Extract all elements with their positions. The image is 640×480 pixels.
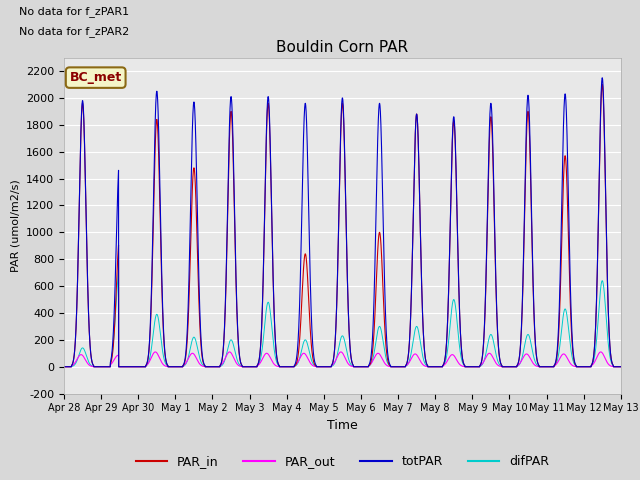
Text: No data for f_zPAR2: No data for f_zPAR2 xyxy=(19,26,130,37)
PAR_out xyxy=(322,364,330,370)
totPAR xyxy=(617,364,625,370)
Title: Bouldin Corn PAR: Bouldin Corn PAR xyxy=(276,40,408,55)
PAR_out xyxy=(616,364,624,370)
totPAR xyxy=(598,75,606,81)
PAR_in xyxy=(616,364,624,370)
PAR_in xyxy=(617,364,625,370)
PAR_in xyxy=(598,82,606,87)
PAR_out xyxy=(337,349,345,355)
totPAR xyxy=(616,364,624,370)
difPAR xyxy=(616,364,624,370)
totPAR xyxy=(60,364,68,370)
totPAR xyxy=(467,364,475,370)
PAR_in xyxy=(467,364,475,370)
Text: No data for f_zPAR1: No data for f_zPAR1 xyxy=(19,6,129,17)
Text: BC_met: BC_met xyxy=(70,71,122,84)
PAR_in xyxy=(60,364,68,370)
difPAR xyxy=(115,268,122,274)
PAR_out xyxy=(617,364,625,370)
difPAR xyxy=(436,364,444,370)
PAR_out xyxy=(499,364,507,370)
PAR_in xyxy=(160,340,168,346)
totPAR xyxy=(322,364,330,370)
Line: difPAR: difPAR xyxy=(64,271,621,367)
Legend: PAR_in, PAR_out, totPAR, difPAR: PAR_in, PAR_out, totPAR, difPAR xyxy=(131,450,554,473)
Y-axis label: PAR (umol/m2/s): PAR (umol/m2/s) xyxy=(10,179,20,272)
totPAR xyxy=(160,337,168,343)
difPAR xyxy=(322,364,330,370)
PAR_out xyxy=(160,362,168,368)
difPAR xyxy=(499,364,507,370)
X-axis label: Time: Time xyxy=(327,419,358,432)
totPAR xyxy=(499,364,506,370)
difPAR xyxy=(617,364,625,370)
totPAR xyxy=(436,364,444,370)
Line: totPAR: totPAR xyxy=(64,78,621,367)
difPAR xyxy=(467,364,475,370)
PAR_out xyxy=(436,364,444,370)
Line: PAR_out: PAR_out xyxy=(64,352,621,367)
difPAR xyxy=(60,364,68,370)
PAR_out xyxy=(60,364,68,370)
difPAR xyxy=(161,357,168,362)
PAR_in xyxy=(322,364,330,370)
PAR_in xyxy=(499,364,506,370)
PAR_in xyxy=(436,364,444,370)
Line: PAR_in: PAR_in xyxy=(64,84,621,367)
PAR_out xyxy=(467,364,475,370)
